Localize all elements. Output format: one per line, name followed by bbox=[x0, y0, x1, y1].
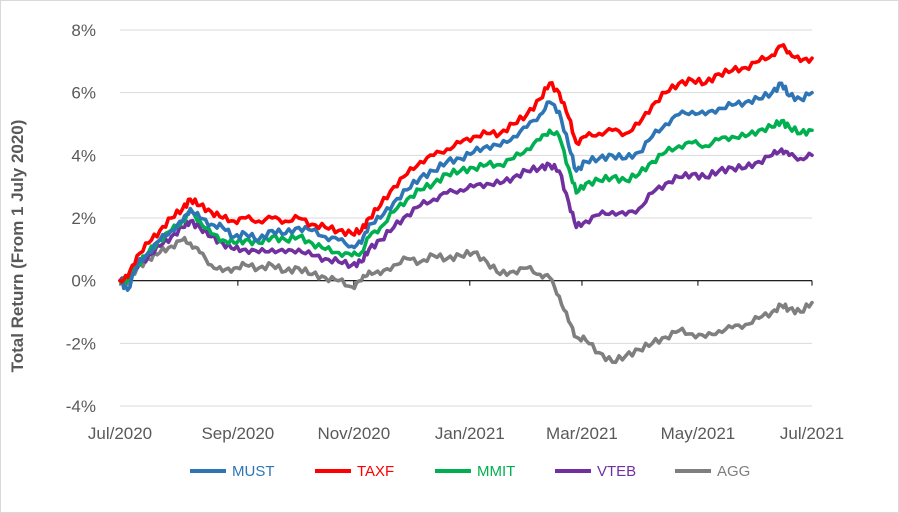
legend-label-taxf: TAXF bbox=[357, 463, 394, 480]
gridlines bbox=[120, 29, 812, 407]
y-tick-label: 8% bbox=[71, 21, 96, 40]
series-lines bbox=[118, 43, 814, 365]
legend-label-vteb: VTEB bbox=[597, 463, 636, 480]
y-tick-label: -4% bbox=[66, 397, 96, 416]
x-tick-labels: Jul/2020 Sep/2020 Nov/2020 Jan/2021 Mar/2021… bbox=[88, 424, 844, 443]
legend-label-must: MUST bbox=[232, 463, 275, 480]
legend-label-mmit: MMIT bbox=[477, 463, 515, 480]
y-tick-labels: 8% 6% 4% 2% 0% -2% -4% bbox=[66, 21, 96, 416]
y-tick-label: 2% bbox=[71, 209, 96, 228]
x-tick-label: Jan/2021 bbox=[435, 424, 505, 443]
series-line-must bbox=[118, 81, 814, 292]
y-tick-label: 0% bbox=[71, 272, 96, 291]
legend: MUST TAXF MMIT VTEB AGG bbox=[190, 463, 750, 480]
x-tick-label: Mar/2021 bbox=[546, 424, 618, 443]
x-axis bbox=[119, 280, 813, 286]
series-line-mmit bbox=[118, 118, 814, 285]
x-tick-label: Nov/2020 bbox=[317, 424, 390, 443]
series-line-agg bbox=[118, 235, 814, 365]
x-tick-label: Jul/2021 bbox=[780, 424, 844, 443]
y-tick-label: -2% bbox=[66, 334, 96, 353]
x-tick-label: Sep/2020 bbox=[201, 424, 274, 443]
y-tick-label: 4% bbox=[71, 146, 96, 165]
x-tick-label: Jul/2020 bbox=[88, 424, 152, 443]
x-tick-label: May/2021 bbox=[661, 424, 736, 443]
y-tick-label: 6% bbox=[71, 84, 96, 103]
y-axis-label: Total Return (From 1 July 2020) bbox=[8, 120, 27, 373]
legend-label-agg: AGG bbox=[717, 463, 750, 480]
series-line-taxf bbox=[118, 43, 814, 284]
